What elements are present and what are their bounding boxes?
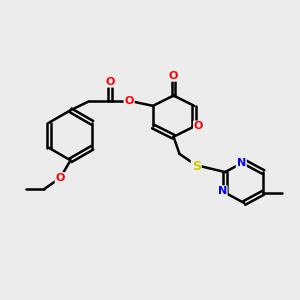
Text: O: O [124,96,134,106]
Text: O: O [56,173,65,183]
Text: N: N [218,186,227,196]
Text: O: O [194,122,203,131]
Text: O: O [105,77,115,87]
Text: O: O [169,71,178,81]
Text: N: N [237,158,246,168]
Text: S: S [192,160,201,173]
